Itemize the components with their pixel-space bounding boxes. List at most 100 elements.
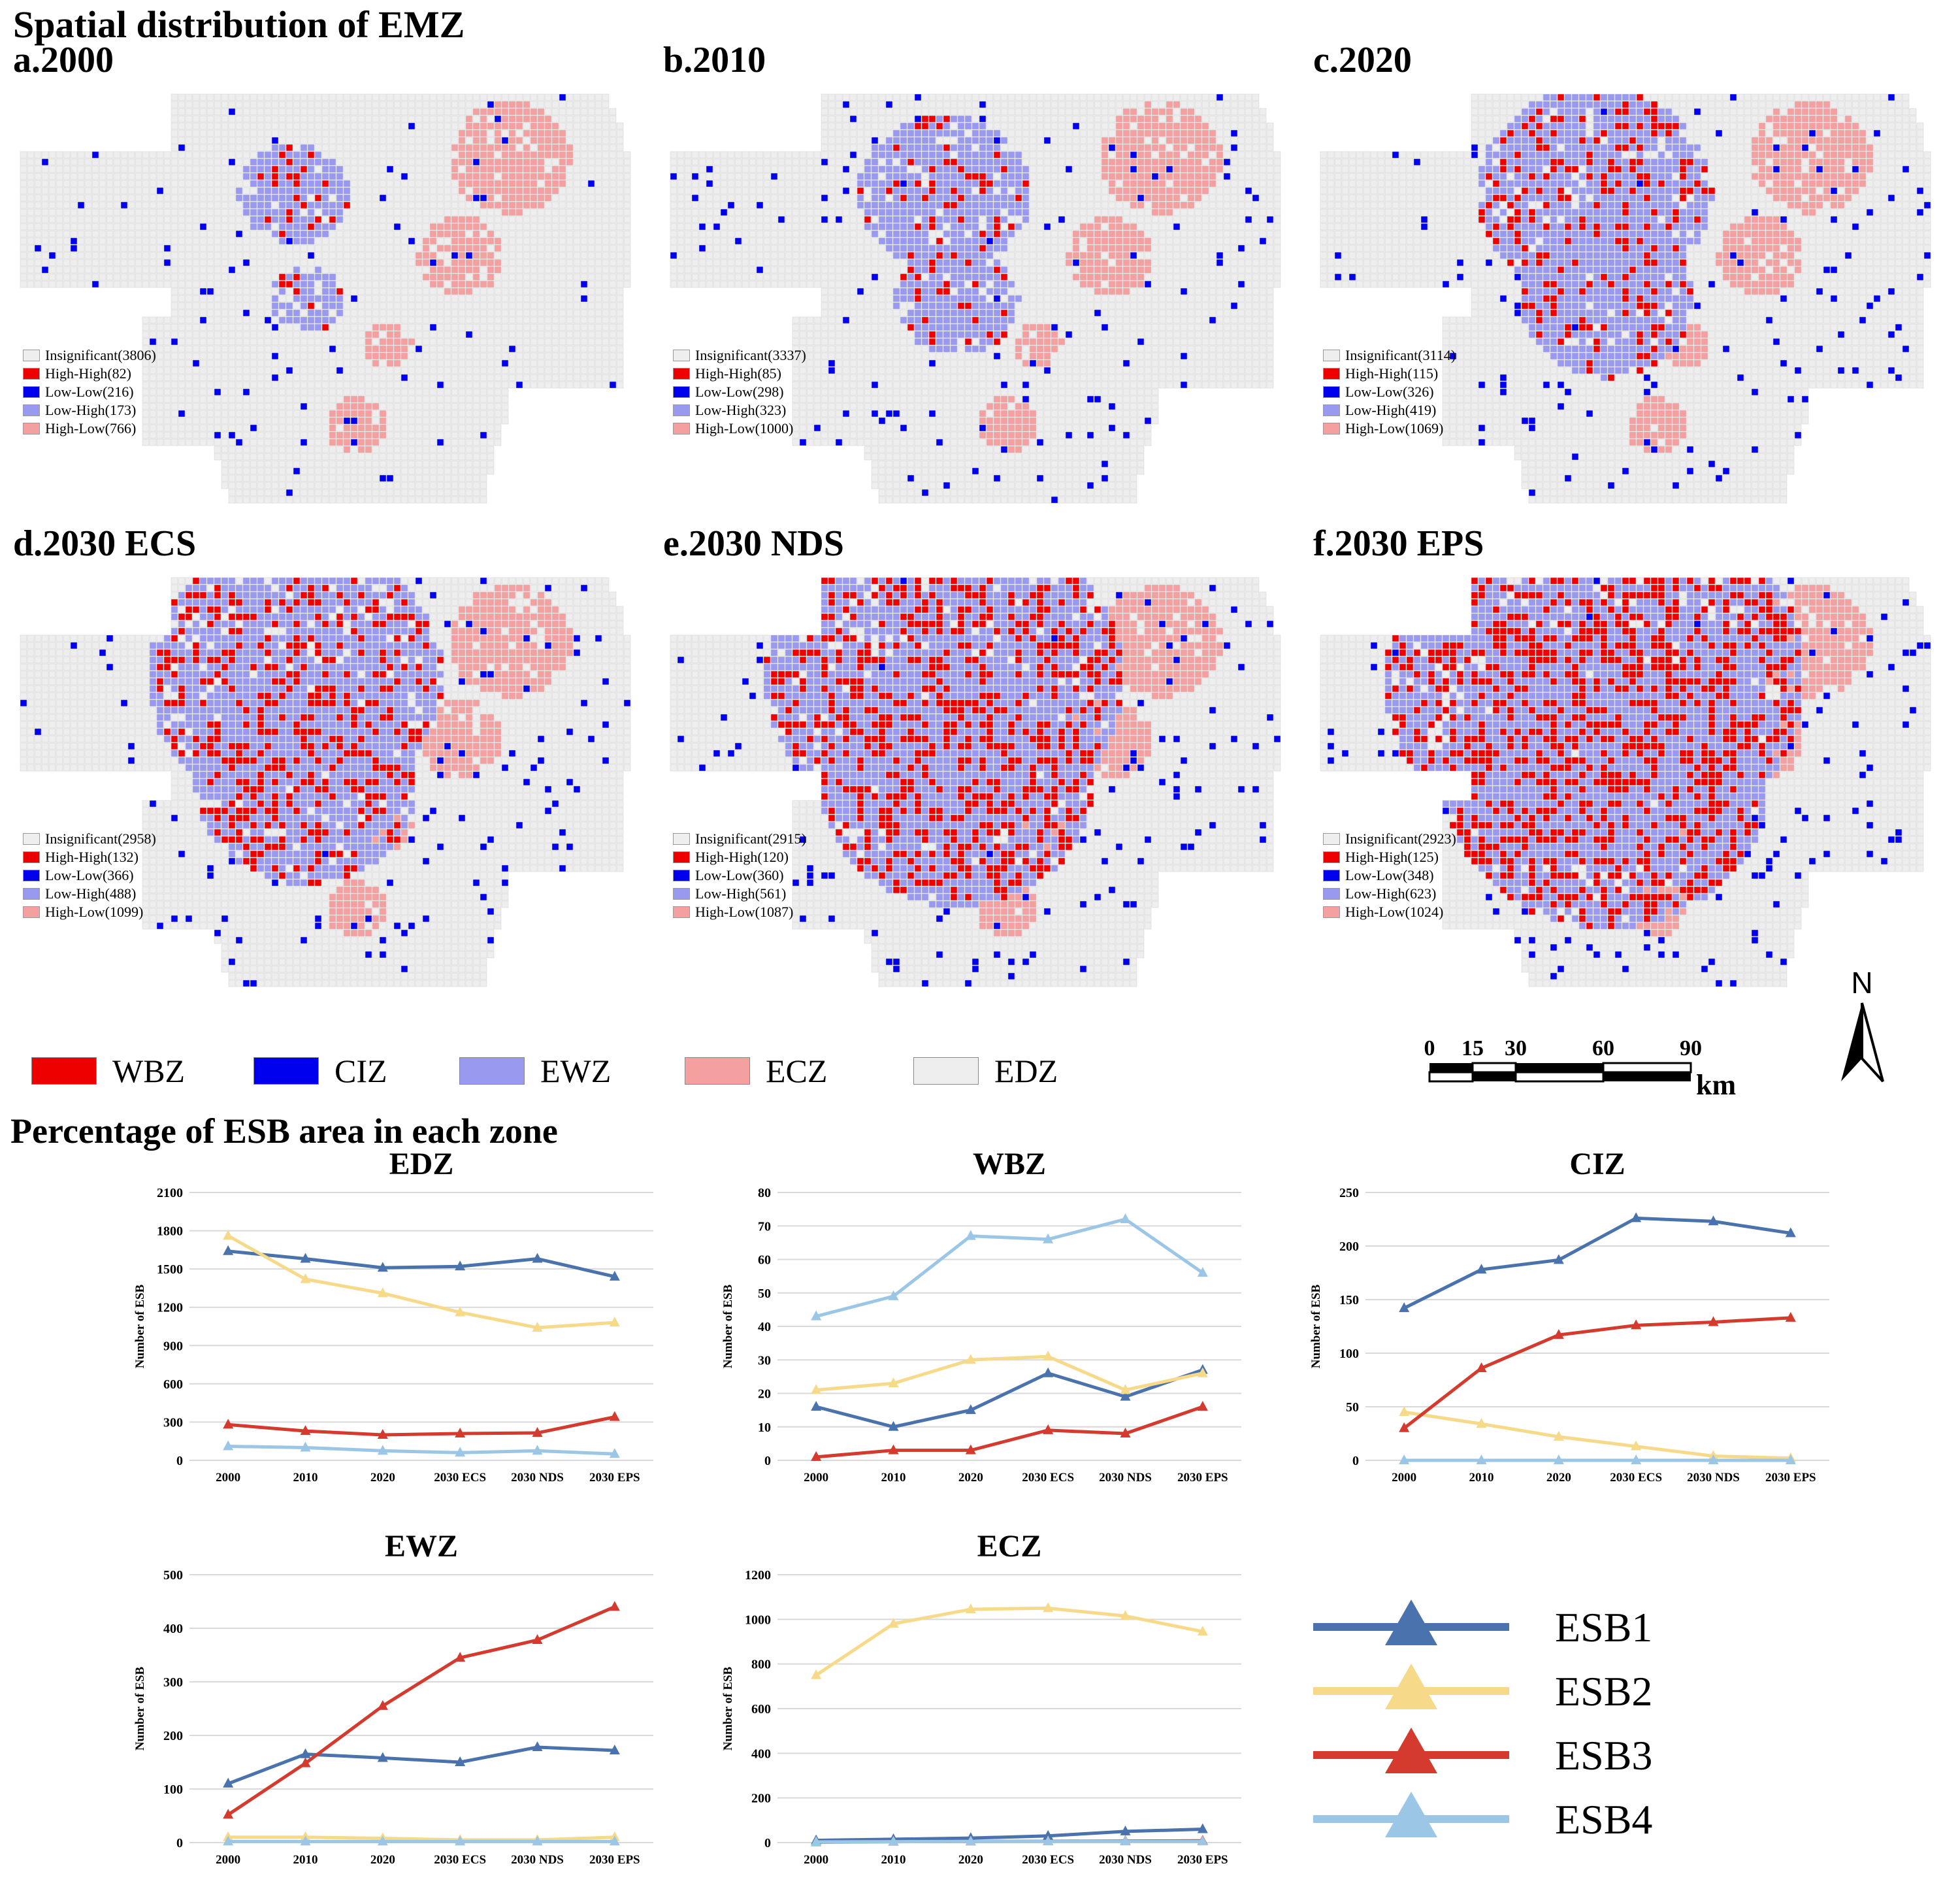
map-legend-item: Insignificant(3114) [1323, 346, 1456, 365]
map-legend-label: High-High(85) [695, 365, 781, 383]
map-legend-swatch [673, 906, 690, 918]
data-point-esb2 [811, 1384, 822, 1394]
data-point-esb1 [609, 1744, 620, 1754]
map-legend-item: Low-Low(216) [23, 383, 156, 401]
map-cells [20, 93, 631, 504]
map-legend-swatch [23, 350, 40, 361]
map-title: d.2030 ECS [13, 523, 196, 565]
y-tick-label: 250 [1339, 1186, 1359, 1200]
chart-title: EWZ [385, 1529, 458, 1564]
ecz-label: ECZ [766, 1052, 827, 1090]
data-point-esb4 [1553, 1454, 1564, 1464]
map-cells [670, 577, 1281, 987]
north-arrow-left-icon [1841, 1003, 1862, 1081]
legend-label-esb1: ESB1 [1555, 1604, 1652, 1650]
data-point-esb3 [1476, 1362, 1487, 1372]
y-tick-label: 1000 [745, 1613, 771, 1627]
series-line-esb1 [227, 1249, 615, 1279]
map-legend-label: Low-High(419) [1345, 401, 1436, 419]
data-point-esb4 [1708, 1454, 1719, 1464]
map-legend-item: High-Low(1069) [1323, 419, 1456, 438]
map-legend-swatch [1323, 350, 1340, 361]
data-point-esb3 [965, 1444, 976, 1454]
data-point-esb2 [965, 1603, 976, 1613]
map-legend-item: Low-High(419) [1323, 401, 1456, 419]
x-tick-label: 2000 [216, 1853, 240, 1867]
map-legend-item: High-High(125) [1323, 848, 1456, 866]
y-tick-label: 400 [163, 1622, 183, 1636]
series-line-esb4 [815, 1217, 1204, 1319]
y-tick-label: 0 [764, 1836, 771, 1850]
scale-seg-2 [1471, 1062, 1517, 1074]
series-line-esb1 [815, 1368, 1203, 1429]
x-tick-label: 2030 EPS [1177, 1471, 1228, 1485]
data-point-esb1 [377, 1752, 388, 1762]
data-point-esb2 [532, 1321, 543, 1332]
data-point-esb3 [455, 1428, 466, 1437]
y-tick-label: 0 [176, 1836, 183, 1850]
data-point-esb1 [1399, 1302, 1410, 1313]
map-legend-swatch [1323, 888, 1340, 900]
x-tick-label: 2010 [881, 1853, 906, 1867]
zone-legend-wbz: WBZ [31, 1052, 253, 1090]
y-tick-label: 60 [758, 1253, 771, 1268]
x-tick-label: 2000 [804, 1853, 828, 1867]
x-tick-label: 2030 ECS [1022, 1853, 1074, 1867]
map-legend-label: High-Low(1000) [695, 419, 793, 438]
y-tick-label: 200 [751, 1792, 771, 1806]
data-point-esb2 [1631, 1440, 1642, 1451]
map-legend-label: Low-High(323) [695, 401, 786, 419]
data-point-esb3 [1043, 1424, 1054, 1434]
y-tick-label: 1800 [157, 1224, 183, 1239]
y-axis-label: Number of ESB [133, 1666, 147, 1750]
legend-label-esb4: ESB4 [1555, 1796, 1652, 1843]
map-legend-swatch [1323, 906, 1340, 918]
legend-marker-esb4 [1385, 1792, 1437, 1837]
x-tick-label: 2020 [958, 1853, 983, 1867]
x-tick-label: 2010 [293, 1471, 318, 1485]
map-legend-item: High-High(85) [673, 365, 806, 383]
map-title: b.2010 [663, 39, 766, 81]
data-point-esb4 [888, 1290, 899, 1300]
map-legend-item: High-Low(1087) [673, 903, 806, 921]
data-point-esb4 [300, 1441, 311, 1452]
y-tick-label: 500 [163, 1568, 183, 1583]
map-legend-label: High-Low(1087) [695, 903, 793, 921]
series-line-esb1 [816, 1828, 1203, 1843]
y-tick-label: 100 [1339, 1347, 1359, 1361]
data-point-esb2 [888, 1377, 899, 1388]
x-tick-label: 2030 EPS [1765, 1471, 1816, 1485]
data-point-esb4 [1785, 1454, 1796, 1464]
map-legend-label: Low-Low(216) [45, 383, 134, 401]
data-point-esb1 [811, 1401, 822, 1411]
map-legend-label: Insignificant(2915) [695, 830, 806, 848]
map-cells [1320, 93, 1931, 504]
data-point-esb4 [455, 1835, 466, 1846]
map-cells [20, 577, 631, 987]
scale-bar: 0 15 30 60 90 km [1424, 1036, 1737, 1101]
y-tick-label: 400 [751, 1747, 771, 1761]
map-cells [1320, 577, 1931, 987]
map-legend-swatch [673, 833, 690, 845]
zone-legend-ewz: EWZ [459, 1052, 685, 1090]
series-line-esb3 [815, 1405, 1203, 1459]
emz-map [20, 577, 631, 987]
map-legend-item: Insignificant(2915) [673, 830, 806, 848]
scale-seg-4 [1602, 1062, 1692, 1074]
scale-seg-7 [1514, 1071, 1605, 1083]
y-tick-label: 300 [163, 1675, 183, 1690]
data-point-esb2 [609, 1317, 620, 1327]
map-legend: Insignificant(2915) High-High(120) Low-Low… [673, 830, 806, 921]
data-point-esb4 [965, 1230, 976, 1240]
map-title: e.2030 NDS [663, 523, 844, 565]
map-legend-swatch [23, 906, 40, 918]
data-point-esb4 [811, 1310, 822, 1321]
y-tick-label: 1200 [157, 1301, 183, 1315]
data-point-esb3 [1631, 1319, 1642, 1330]
data-point-esb2 [300, 1273, 311, 1283]
data-point-esb3 [1120, 1428, 1131, 1437]
ecz-swatch [685, 1057, 750, 1085]
x-tick-label: 2010 [293, 1853, 318, 1867]
data-point-esb3 [888, 1444, 899, 1454]
data-point-esb3 [377, 1428, 388, 1439]
